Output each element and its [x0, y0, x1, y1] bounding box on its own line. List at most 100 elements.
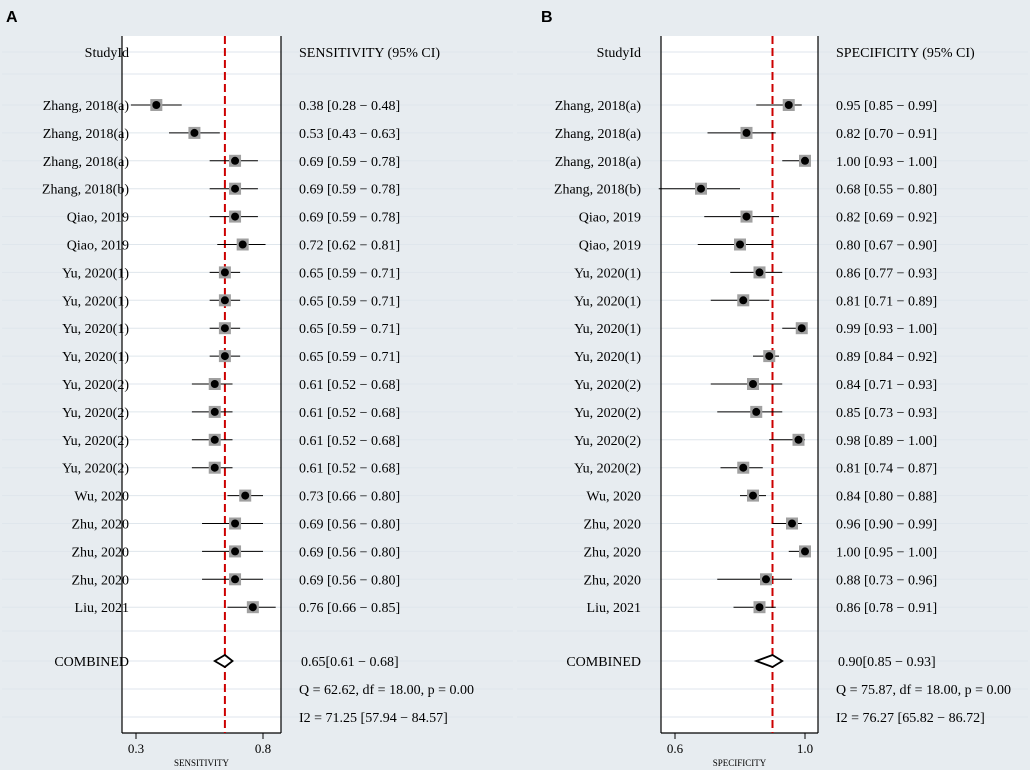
point-estimate	[220, 352, 229, 361]
study-estimate-label: 0.61 [0.52 − 0.68]	[299, 406, 400, 421]
study-name: Yu, 2020(1)	[62, 294, 129, 309]
heterogeneity-stat: I2 = 71.25 [57.94 − 84.57]	[299, 711, 448, 726]
study-estimate-label: 0.84 [0.80 − 0.88]	[836, 490, 937, 505]
combined-label: COMBINED	[54, 655, 129, 670]
point-estimate	[220, 324, 229, 333]
study-name: Qiao, 2019	[579, 239, 641, 254]
study-name: Yu, 2020(2)	[574, 406, 641, 421]
study-name: Yu, 2020(1)	[574, 266, 641, 281]
point-estimate	[231, 547, 240, 556]
study-estimate-label: 0.69 [0.56 − 0.80]	[299, 518, 400, 533]
study-estimate-label: 0.65 [0.59 − 0.71]	[299, 294, 400, 309]
header-estimate: SPECIFICITY (95% CI)	[836, 46, 975, 61]
point-estimate	[801, 156, 809, 165]
study-estimate-label: 0.65 [0.59 − 0.71]	[299, 322, 400, 337]
header-study: StudyId	[85, 46, 129, 61]
study-estimate-label: 0.73 [0.66 − 0.80]	[299, 490, 400, 505]
point-estimate	[231, 575, 240, 584]
point-estimate	[801, 547, 809, 556]
point-estimate	[742, 128, 751, 137]
point-estimate	[749, 491, 757, 500]
study-name: Yu, 2020(1)	[574, 294, 641, 309]
point-estimate	[797, 324, 806, 333]
point-estimate	[152, 101, 161, 109]
point-estimate	[794, 435, 803, 444]
study-estimate-label: 0.96 [0.90 − 0.99]	[836, 518, 937, 533]
point-estimate	[762, 575, 770, 584]
study-name: Qiao, 2019	[67, 211, 129, 226]
study-estimate-label: 0.61 [0.52 − 0.68]	[299, 462, 400, 477]
study-estimate-label: 0.65 [0.59 − 0.71]	[299, 350, 400, 365]
study-name: Yu, 2020(2)	[574, 462, 641, 477]
study-name: Zhu, 2020	[583, 518, 641, 533]
study-name: Yu, 2020(2)	[62, 406, 129, 421]
study-name: Qiao, 2019	[67, 239, 129, 254]
point-estimate	[248, 603, 257, 612]
study-estimate-label: 0.69 [0.56 − 0.80]	[299, 545, 400, 560]
point-estimate	[739, 463, 748, 472]
study-name: Liu, 2021	[75, 601, 129, 616]
point-estimate	[231, 212, 240, 221]
study-name: Zhang, 2018(a)	[555, 99, 642, 114]
study-name: Qiao, 2019	[579, 211, 641, 226]
x-tick-label: 0.6	[667, 741, 684, 756]
panel-b: B StudyId SPECIFICITY (95% CI) Zhang, 2018(…	[517, 9, 1028, 768]
x-tick-label: 1.0	[797, 741, 813, 756]
study-name: Zhang, 2018(b)	[42, 183, 129, 198]
point-estimate	[210, 435, 219, 444]
x-tick-label: 0.3	[128, 741, 144, 756]
x-axis-title: SPECIFICITY	[713, 758, 767, 768]
study-estimate-label: 0.61 [0.52 − 0.68]	[299, 434, 400, 449]
point-estimate	[742, 212, 751, 221]
combined-diamond	[212, 653, 234, 669]
heterogeneity-stat: Q = 62.62, df = 18.00, p = 0.00	[299, 683, 474, 698]
header-estimate: SENSITIVITY (95% CI)	[299, 46, 440, 61]
study-estimate-label: 0.80 [0.67 − 0.90]	[836, 239, 937, 254]
combined-estimate-label: 0.90[0.85 − 0.93]	[838, 655, 936, 670]
study-estimate-label: 0.61 [0.52 − 0.68]	[299, 378, 400, 393]
study-estimate-label: 0.65 [0.59 − 0.71]	[299, 266, 400, 281]
study-name: Zhu, 2020	[71, 573, 129, 588]
study-estimate-label: 0.82 [0.70 − 0.91]	[836, 127, 937, 142]
study-estimate-label: 1.00 [0.95 − 1.00]	[836, 545, 937, 560]
combined-estimate-label: 0.65[0.61 − 0.68]	[301, 655, 399, 670]
study-name: Zhu, 2020	[71, 518, 129, 533]
point-estimate	[755, 603, 764, 612]
study-name: Zhu, 2020	[583, 545, 641, 560]
combined-diamond	[753, 654, 784, 668]
study-estimate-label: 0.81 [0.71 − 0.89]	[836, 294, 937, 309]
study-estimate-label: 0.81 [0.74 − 0.87]	[836, 462, 937, 477]
study-name: Wu, 2020	[74, 490, 129, 505]
study-estimate-label: 0.99 [0.93 − 1.00]	[836, 322, 937, 337]
point-estimate	[190, 128, 199, 137]
study-estimate-label: 0.88 [0.73 − 0.96]	[836, 573, 937, 588]
study-name: Yu, 2020(2)	[62, 462, 129, 477]
study-estimate-label: 0.72 [0.62 − 0.81]	[299, 239, 400, 254]
point-estimate	[210, 380, 219, 388]
study-estimate-label: 0.68 [0.55 − 0.80]	[836, 183, 937, 198]
study-estimate-label: 0.69 [0.59 − 0.78]	[299, 183, 400, 198]
point-estimate	[220, 296, 229, 305]
study-estimate-label: 0.69 [0.56 − 0.80]	[299, 573, 400, 588]
study-name: Zhu, 2020	[583, 573, 641, 588]
study-name: Zhang, 2018(a)	[555, 127, 642, 142]
study-estimate-label: 0.85 [0.73 − 0.93]	[836, 406, 937, 421]
point-estimate	[784, 101, 793, 109]
study-estimate-label: 0.95 [0.85 − 0.99]	[836, 99, 937, 114]
x-axis-title: SENSITIVITY	[174, 758, 229, 768]
point-estimate	[788, 519, 796, 528]
study-name: Liu, 2021	[587, 601, 641, 616]
study-name: Zhu, 2020	[71, 545, 129, 560]
study-estimate-label: 0.69 [0.59 − 0.78]	[299, 155, 400, 170]
study-estimate-label: 0.98 [0.89 − 1.00]	[836, 434, 937, 449]
study-estimate-label: 0.86 [0.78 − 0.91]	[836, 601, 937, 616]
study-name: Yu, 2020(1)	[574, 322, 641, 337]
point-estimate	[752, 407, 761, 416]
study-name: Zhang, 2018(a)	[43, 99, 130, 114]
point-estimate	[238, 240, 247, 249]
study-estimate-label: 0.86 [0.77 − 0.93]	[836, 266, 937, 281]
point-estimate	[210, 407, 219, 416]
panel-letter: B	[541, 9, 553, 26]
point-estimate	[765, 352, 774, 361]
